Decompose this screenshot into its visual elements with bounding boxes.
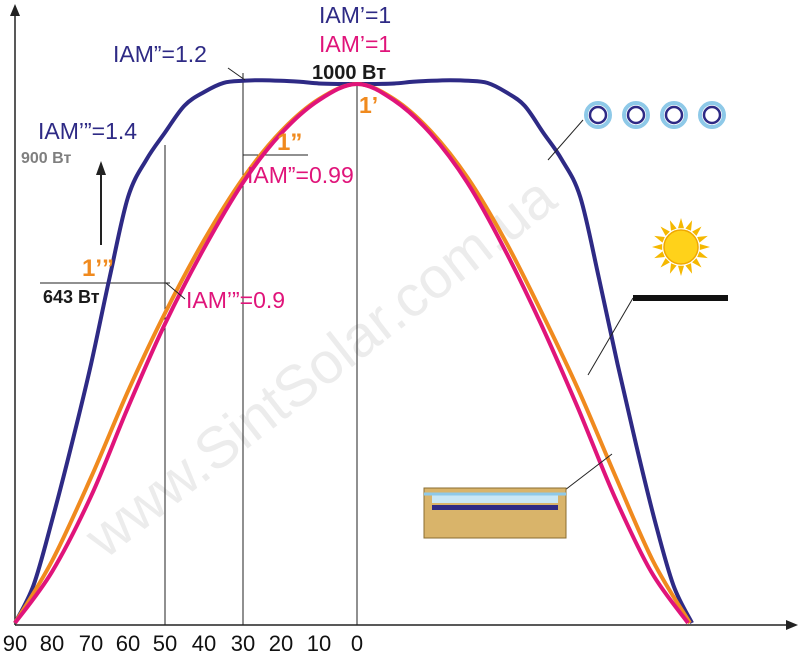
sun-ray [697, 235, 708, 243]
sun-ray [660, 226, 670, 236]
label-iam3-flat: IAM’”=0.9 [186, 287, 285, 313]
leader-box [564, 453, 613, 491]
sun-ray [669, 220, 677, 231]
sun-ray [654, 235, 665, 243]
x-tick-label: 90 [3, 631, 27, 654]
x-tick-label: 30 [231, 631, 255, 654]
x-tick-labels: 90 80 70 60 50 40 30 20 10 0 [3, 631, 363, 654]
label-point-1-prime: 1’ [359, 92, 378, 118]
label-iam2-flat: IAM”=0.99 [247, 162, 354, 188]
label-900w: 900 Вт [21, 150, 71, 167]
leader-iam2-tube [227, 67, 246, 81]
x-tick-label: 70 [79, 631, 103, 654]
x-tick-label: 60 [116, 631, 140, 654]
label-iam1-top: IAM’=1 [319, 2, 391, 28]
x-axis-arrow [786, 620, 798, 630]
sun-ray [699, 244, 710, 250]
leader-tubes [547, 119, 584, 161]
x-tick-label: 0 [351, 631, 363, 654]
vacuum-tubes-icon [584, 101, 726, 129]
label-iam2-tube: IAM”=1.2 [113, 41, 207, 67]
sun-ray [654, 251, 665, 259]
sun-ray [652, 244, 663, 250]
x-tick-label: 20 [269, 631, 293, 654]
sun-ray [692, 226, 702, 236]
sun-ray [685, 220, 693, 231]
flat-plate-icon [633, 295, 728, 301]
leader-iam3-flat [165, 282, 186, 300]
label-point-1-tprime: 1’” [82, 255, 114, 282]
sun-ray [692, 258, 702, 268]
x-tick-label: 50 [153, 631, 177, 654]
label-iam3-tube: IAM’”=1.4 [38, 118, 137, 144]
sun-ray [660, 258, 670, 268]
flat-collector-icon [423, 487, 567, 539]
sun-ray [678, 218, 684, 229]
y-axis-arrow [10, 4, 20, 16]
x-tick-label: 80 [40, 631, 64, 654]
x-tick-label: 10 [307, 631, 331, 654]
sun-ray [678, 265, 684, 276]
sun-ray [669, 263, 677, 274]
label-1000w: 1000 Вт [312, 62, 386, 84]
sun-disc [663, 229, 699, 265]
label-643w: 643 Вт [43, 287, 100, 307]
label-iam1-pink: IAM’=1 [319, 31, 391, 57]
sun-ray [685, 263, 693, 274]
series-flat-absorber [13, 81, 690, 625]
sun-ray [697, 251, 708, 259]
x-tick-label: 40 [192, 631, 216, 654]
arrow-head [96, 161, 106, 175]
leader-plate [587, 297, 634, 376]
sun-icon [652, 218, 710, 276]
label-point-1-dprime: 1” [277, 129, 302, 156]
